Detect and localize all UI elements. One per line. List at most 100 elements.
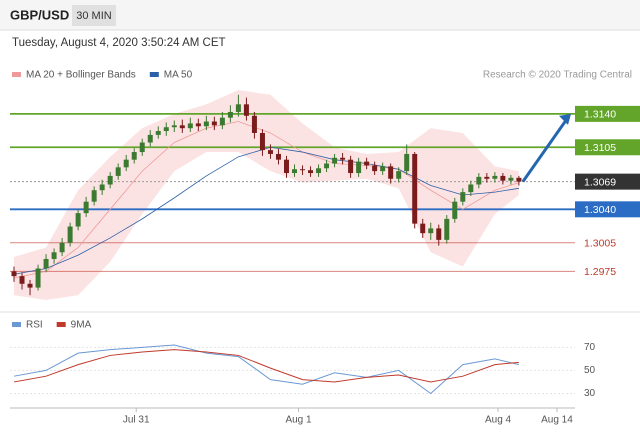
candle-body [332, 157, 338, 164]
legend-swatch [149, 72, 159, 77]
level-box [575, 105, 640, 122]
candle-body [348, 159, 354, 174]
level-label: 1.2975 [584, 266, 616, 278]
symbol: GBP/USD [10, 7, 69, 22]
credit: Research © 2020 Trading Central [483, 70, 632, 81]
candle-body [259, 132, 265, 151]
legend-label: 9MA [71, 320, 92, 331]
candle-body [219, 117, 225, 126]
legend-swatch [56, 322, 66, 327]
candle-body [11, 271, 17, 277]
level-label: 1.3140 [584, 109, 616, 121]
candle-body [396, 171, 402, 179]
candle-body [99, 184, 105, 191]
candle-body [428, 228, 434, 234]
candle-body [51, 252, 57, 259]
candle-body [267, 150, 273, 154]
x-tick-label: Aug 14 [541, 415, 573, 426]
candle-body [420, 223, 426, 234]
candle-body [316, 168, 322, 174]
candle-body [476, 176, 482, 185]
candle-body [187, 123, 193, 129]
candle-body [372, 165, 378, 172]
candle-body [19, 276, 25, 284]
candle-body [171, 125, 177, 128]
candle-body [484, 176, 490, 179]
candle-body [203, 121, 209, 127]
x-tick-label: Jul 31 [123, 415, 150, 426]
candle-body [436, 228, 442, 240]
x-tick-label: Aug 1 [285, 415, 312, 426]
level-box [575, 139, 640, 156]
moving-average [13, 121, 520, 279]
candle-body [179, 125, 185, 129]
legend-label: MA 20 + Bollinger Bands [26, 70, 136, 81]
legend-label: RSI [26, 320, 43, 331]
candle-body [115, 167, 121, 176]
candle-body [516, 177, 522, 182]
level-label: 1.3005 [584, 238, 616, 250]
rsi-line [13, 344, 520, 395]
candle-body [340, 157, 346, 160]
candle-body [251, 115, 257, 133]
candle-body [356, 161, 362, 174]
candle-body [444, 218, 450, 240]
candle-body [460, 192, 466, 202]
candle-body [404, 153, 410, 172]
rsi-tick-label: 30 [584, 388, 596, 399]
candle-body [227, 111, 233, 118]
candle-body [235, 104, 241, 112]
level-box [575, 173, 640, 190]
candle-body [155, 131, 161, 135]
legend-swatch [12, 72, 21, 77]
candle-body [292, 169, 298, 174]
candle-body [35, 268, 41, 288]
candle-body [492, 175, 498, 179]
forecast-arrowhead [559, 113, 571, 125]
candle-body [211, 121, 217, 126]
candle-body [67, 226, 73, 243]
subtitle: Tuesday, August 4, 2020 3:50:24 AM CET [12, 37, 226, 49]
x-tick-label: Aug 4 [485, 415, 512, 426]
candle-body [508, 177, 514, 181]
candle-body [131, 152, 137, 160]
rsi-tick-label: 70 [584, 342, 596, 353]
candle-body [43, 258, 49, 269]
candle-body [388, 166, 394, 179]
level-box [575, 201, 640, 218]
level-label: 1.3105 [584, 142, 616, 154]
candle-body [468, 184, 474, 193]
timeframe[interactable]: 30 MIN [76, 10, 112, 22]
candle-body [308, 170, 314, 174]
candle-body [364, 161, 370, 166]
candle-body [500, 175, 506, 181]
level-label: 1.3069 [584, 176, 616, 188]
candle-body [324, 163, 330, 169]
candle-body [59, 242, 65, 253]
candle-body [91, 190, 97, 202]
candle-body [452, 201, 458, 219]
candle-body [83, 201, 89, 214]
candle-body [195, 123, 201, 127]
legend-swatch [12, 322, 21, 327]
candle-body [283, 159, 289, 174]
candle-body [163, 127, 169, 132]
candle-body [380, 166, 386, 172]
timeframe-badge[interactable] [72, 5, 116, 26]
legend-label: MA 50 [164, 70, 193, 81]
rsi-tick-label: 50 [584, 365, 596, 376]
candle-body [412, 153, 418, 224]
candle-body [243, 104, 249, 116]
rsi-line [13, 349, 519, 383]
candle-body [27, 283, 33, 288]
candle-body [75, 213, 81, 227]
candle-body [275, 153, 281, 160]
candle-body [147, 134, 153, 143]
candle-body [107, 175, 113, 185]
level-label: 1.3040 [584, 204, 616, 216]
candle-body [123, 159, 129, 168]
candle-body [300, 169, 306, 171]
forecast-arrow [521, 118, 569, 183]
candle-body [139, 142, 145, 153]
